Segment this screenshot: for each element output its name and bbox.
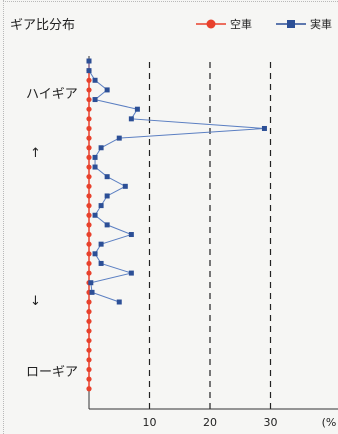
series-loaded-point-10 bbox=[92, 154, 98, 160]
series-empty-point-4 bbox=[86, 96, 92, 103]
x-unit-label: (% bbox=[321, 416, 337, 429]
series-empty-point-7 bbox=[86, 125, 92, 132]
series-loaded-point-5 bbox=[134, 106, 140, 112]
series-empty-point-13 bbox=[86, 183, 92, 189]
series-loaded-point-22 bbox=[128, 270, 134, 276]
series-empty-point-34 bbox=[86, 386, 92, 392]
series-loaded-point-3 bbox=[104, 87, 110, 93]
series-empty-point-28 bbox=[86, 328, 92, 334]
series-empty-point-9 bbox=[86, 145, 92, 151]
series-loaded-point-0 bbox=[86, 58, 92, 64]
series-empty-point-14 bbox=[86, 193, 92, 199]
frame-border-left bbox=[3, 0, 4, 434]
series-empty-point-12 bbox=[86, 174, 92, 180]
series-loaded-point-18 bbox=[128, 232, 134, 238]
series-loaded-point-15 bbox=[98, 203, 104, 209]
series-loaded-point-1 bbox=[86, 68, 92, 74]
series-empty-point-30 bbox=[86, 347, 92, 353]
series-empty-point-18 bbox=[86, 231, 92, 238]
series-empty-point-2 bbox=[86, 77, 92, 83]
series-loaded-line bbox=[88, 61, 265, 303]
series-empty-point-8 bbox=[86, 135, 92, 141]
series-empty-point-31 bbox=[86, 357, 92, 363]
series-empty-point-19 bbox=[86, 241, 92, 247]
series-loaded-point-19 bbox=[98, 241, 104, 247]
legend-label-empty: 空車 bbox=[230, 18, 252, 31]
series-empty-point-3 bbox=[86, 87, 92, 93]
legend-swatch-empty bbox=[196, 19, 226, 29]
series-empty-point-21 bbox=[86, 260, 92, 267]
series-loaded-point-17 bbox=[104, 222, 110, 228]
legend-item-loaded: 実車 bbox=[276, 16, 332, 32]
series-empty-point-15 bbox=[86, 203, 92, 209]
series-empty-point-25 bbox=[86, 299, 92, 305]
series-empty-point-10 bbox=[86, 154, 92, 160]
series-loaded-point-16 bbox=[92, 212, 98, 218]
frame-border-top bbox=[3, 1, 338, 2]
series-loaded-point-25 bbox=[116, 299, 122, 305]
x-tick-label-20: 20 bbox=[203, 416, 217, 429]
series-loaded-point-2 bbox=[92, 77, 98, 83]
series-loaded-point-21 bbox=[98, 260, 104, 266]
series-empty-point-27 bbox=[86, 318, 92, 324]
label-high-gear: ハイギア bbox=[26, 87, 78, 102]
chart-title: ギア比分布 bbox=[10, 18, 76, 33]
series-empty-point-33 bbox=[86, 376, 92, 382]
series-empty-point-11 bbox=[86, 164, 92, 170]
series-empty-point-26 bbox=[86, 309, 92, 315]
series-empty-point-5 bbox=[86, 106, 92, 112]
label-low-gear: ローギア bbox=[26, 365, 79, 380]
series-loaded-point-6 bbox=[128, 116, 134, 122]
series-loaded-point-13 bbox=[122, 183, 128, 189]
legend-label-loaded: 実車 bbox=[310, 18, 332, 31]
legend-swatch-loaded bbox=[276, 20, 306, 28]
series-empty-point-20 bbox=[86, 251, 92, 257]
series-loaded-point-8 bbox=[116, 135, 122, 141]
series-loaded-point-7 bbox=[261, 125, 267, 131]
series-loaded-point-24 bbox=[89, 289, 95, 295]
series-loaded-point-11 bbox=[92, 164, 98, 170]
series-empty-point-16 bbox=[86, 212, 92, 218]
series-empty-point-29 bbox=[86, 337, 92, 344]
series-loaded-point-12 bbox=[104, 174, 110, 180]
series-loaded-point-23 bbox=[88, 280, 94, 286]
arrow-up-icon: ↑ bbox=[30, 146, 41, 161]
series-empty-point-32 bbox=[86, 366, 92, 373]
series-empty-point-17 bbox=[86, 222, 92, 228]
series-loaded-point-4 bbox=[92, 97, 98, 103]
series-empty-point-22 bbox=[86, 270, 92, 276]
series-loaded-point-9 bbox=[98, 145, 104, 151]
series-empty-point-6 bbox=[86, 116, 92, 122]
arrow-down-icon: ↓ bbox=[30, 294, 41, 309]
x-tick-label-30: 30 bbox=[263, 416, 278, 429]
x-tick-label-10: 10 bbox=[142, 416, 157, 429]
legend-item-empty: 空車 bbox=[196, 16, 252, 32]
series-loaded-point-20 bbox=[92, 251, 98, 257]
series-loaded-point-14 bbox=[104, 193, 110, 199]
